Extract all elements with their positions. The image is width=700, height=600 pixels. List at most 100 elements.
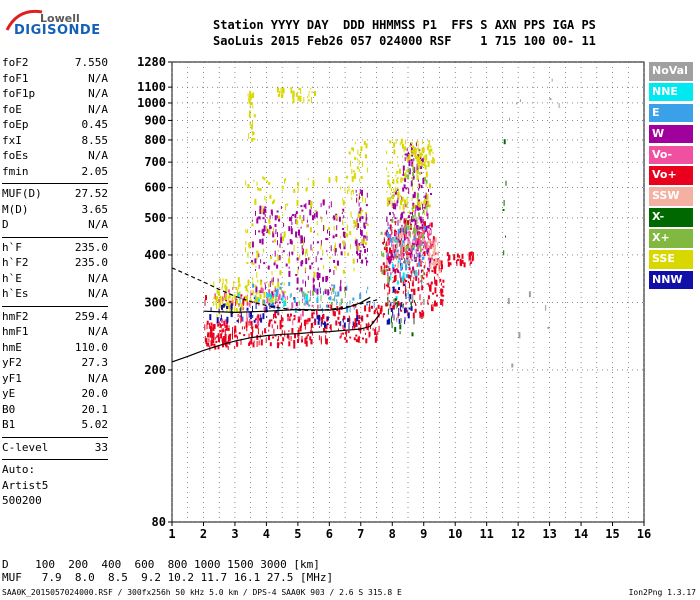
echo-point [391,200,393,207]
echo-point [356,245,358,251]
echo-point [328,297,330,300]
echo-point [412,185,413,191]
echo-point [402,143,404,149]
echo-point [391,245,393,249]
echo-point [386,197,389,202]
echo-point [440,290,443,297]
echo-point [365,198,366,204]
echo-point [425,171,428,178]
echo-point [411,242,413,245]
echo-point [428,204,431,208]
echo-point [316,272,319,279]
echo-point [350,211,352,215]
x-tick-label: 2 [200,527,207,541]
echo-point [269,215,271,220]
param-row: hmF1 N/A [2,325,108,341]
echo-point [232,287,234,290]
echo-point [406,174,408,178]
echo-point [393,249,396,254]
echo-point [334,248,337,251]
echo-point [442,279,445,283]
echo-point [320,216,322,219]
echo-point [255,303,257,309]
echo-point [420,226,422,229]
echo-point [243,296,246,301]
echo-point [253,92,254,97]
echo-point [422,178,425,184]
echo-point [338,321,341,324]
echo-point [274,316,277,319]
echo-point [306,334,308,337]
echo-point [516,102,518,105]
echo-point [400,177,402,181]
echo-point [244,299,246,302]
echo-point [245,285,248,291]
echo-point [387,276,390,283]
legend-item-ssw: SSW [649,187,693,206]
echo-point [361,216,364,220]
echo-point [300,314,302,321]
echo-point [402,211,405,214]
y-tick-label: 800 [144,133,166,147]
echo-point [392,248,395,251]
echo-point [418,240,421,244]
echo-point [276,288,279,293]
echo-point [357,213,360,219]
echo-point [215,340,218,343]
echo-point [427,240,429,245]
echo-point [279,320,282,326]
echo-point [395,232,398,236]
echo-point [280,283,283,286]
echo-point [365,213,367,219]
echo-point [342,197,344,201]
echo-point [357,249,358,256]
echo-point [353,306,355,310]
echo-point [396,304,398,310]
echo-point [288,270,291,277]
echo-point [352,297,355,301]
echo-point [409,212,412,215]
muf-row: MUF 7.9 8.0 8.5 9.2 10.2 11.7 16.1 27.5 … [2,571,334,584]
echo-point [412,171,414,176]
param-value: N/A [88,102,108,116]
echo-point [301,322,302,328]
echo-point [245,295,246,302]
echo-point [416,225,419,229]
echo-point [392,253,394,258]
echo-point [212,324,215,331]
echo-point [387,308,389,315]
echo-point [403,253,405,257]
echo-point [307,178,309,181]
echo-point [317,320,320,325]
echo-point [411,153,413,155]
echo-point [342,222,344,226]
echo-point [283,282,285,286]
echo-point [409,219,411,222]
echo-point [234,306,236,313]
legend: NoVal NNE E W Vo- Vo+ SSW X- X+ SSE NNW [649,62,693,292]
echo-point [250,312,252,318]
echo-point [364,249,367,253]
echo-point [316,221,318,225]
echo-point [406,250,408,257]
echo-point [290,336,292,341]
echo-point [434,237,437,243]
echo-point [390,192,392,195]
echo-point [235,328,237,330]
param-name: 500200 [2,494,42,507]
echo-point [251,131,254,134]
echo-point [252,105,254,109]
echo-point [210,307,212,312]
echo-point [360,210,362,217]
echo-point [406,225,408,232]
echo-point [395,236,397,240]
x-tick-label: 14 [574,527,588,541]
echo-point [269,293,272,300]
echo-point [395,268,398,271]
echo-point [472,252,474,257]
echo-point [431,260,433,264]
echo-point [384,232,386,236]
echo-point [410,270,413,274]
echo-point [263,262,266,265]
echo-point [402,173,405,176]
